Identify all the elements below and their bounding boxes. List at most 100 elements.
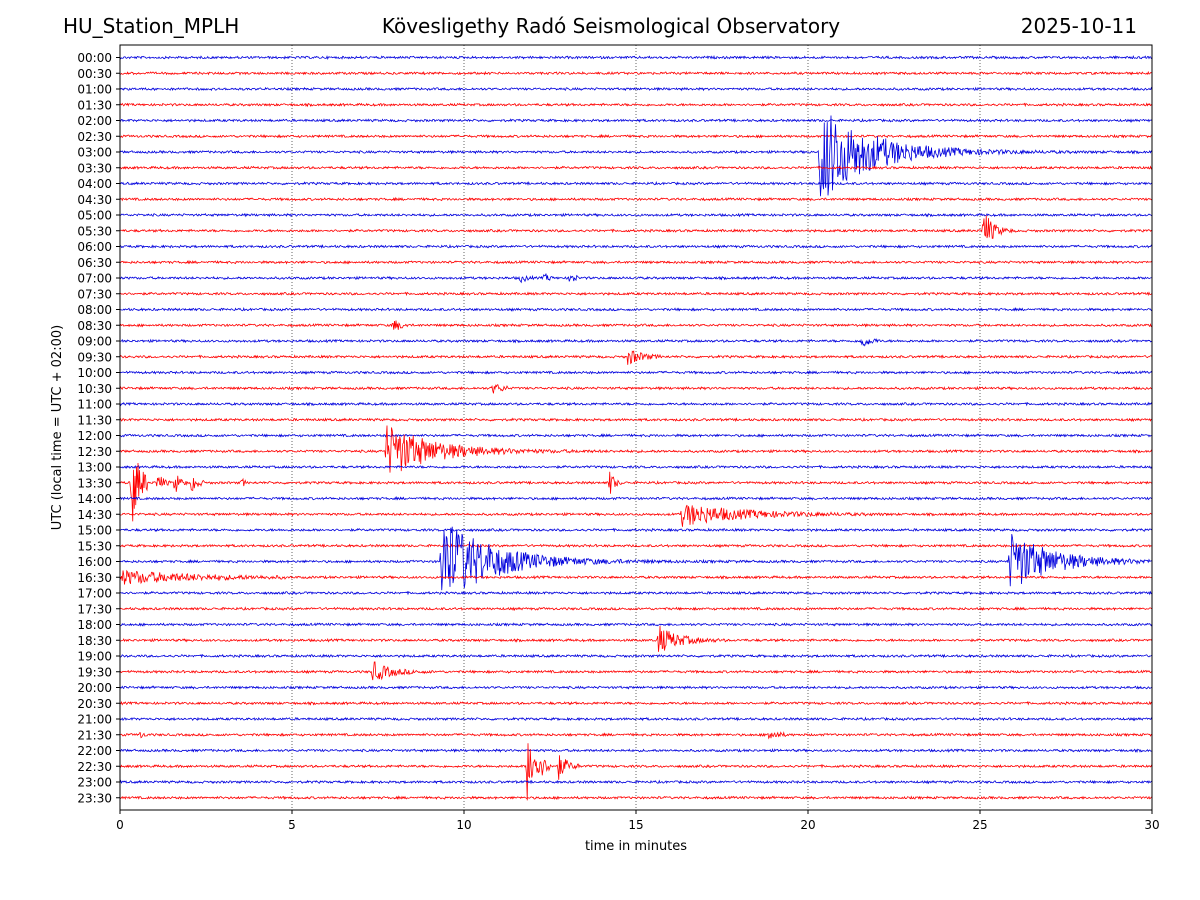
trace-2030 xyxy=(119,700,1153,706)
row-label: 19:30 xyxy=(77,665,112,679)
trace-1530 xyxy=(119,543,1153,549)
row-label: 02:00 xyxy=(77,114,112,128)
trace-0630 xyxy=(119,259,1153,265)
row-label: 05:30 xyxy=(77,224,112,238)
trace-2330 xyxy=(119,795,1153,801)
trace-1230 xyxy=(119,425,1153,473)
trace-0900 xyxy=(119,338,1153,347)
trace-2000 xyxy=(119,685,1153,690)
trace-0600 xyxy=(119,243,1153,249)
row-label: 12:00 xyxy=(77,429,112,443)
row-label: 11:30 xyxy=(77,413,112,427)
trace-0830 xyxy=(119,320,1153,330)
trace-1300 xyxy=(119,464,1153,470)
x-tick-label: 10 xyxy=(456,818,471,832)
trace-0200 xyxy=(119,117,1153,123)
row-label: 09:30 xyxy=(77,350,112,364)
x-axis-label: time in minutes xyxy=(585,839,687,854)
x-axis-ticks: 0 5 10 15 20 25 30 xyxy=(116,810,1160,832)
trace-2200 xyxy=(119,748,1153,753)
row-label: 04:30 xyxy=(77,193,112,207)
trace-1200 xyxy=(119,433,1153,438)
row-label: 18:00 xyxy=(77,618,112,632)
row-label: 07:30 xyxy=(77,287,112,301)
trace-0000 xyxy=(119,55,1153,60)
trace-0300 xyxy=(119,115,1153,197)
trace-1000 xyxy=(119,370,1153,375)
x-tick-label: 15 xyxy=(628,818,643,832)
trace-2300 xyxy=(119,779,1153,785)
trace-0100 xyxy=(119,86,1153,92)
trace-1700 xyxy=(119,590,1153,596)
row-label: 01:00 xyxy=(77,83,112,97)
trace-0230 xyxy=(119,133,1153,139)
trace-0930 xyxy=(119,350,1153,365)
row-label: 10:00 xyxy=(77,366,112,380)
trace-2130 xyxy=(119,731,1153,740)
row-label: 07:00 xyxy=(77,272,112,286)
row-label: 11:00 xyxy=(77,398,112,412)
y-axis-label: UTC (local time = UTC + 02:00) xyxy=(50,325,65,530)
row-label: 21:30 xyxy=(77,728,112,742)
row-label: 06:00 xyxy=(77,240,112,254)
row-label: 08:00 xyxy=(77,303,112,317)
row-label: 15:30 xyxy=(77,539,112,553)
row-label: 09:00 xyxy=(77,335,112,349)
row-label: 16:00 xyxy=(77,555,112,569)
trace-1600 xyxy=(119,526,1153,591)
station-name: HU_Station_MPLH xyxy=(63,14,240,38)
trace-1830 xyxy=(119,626,1153,652)
trace-1430 xyxy=(119,504,1153,527)
trace-1330 xyxy=(119,462,1153,522)
row-label: 06:30 xyxy=(77,256,112,270)
trace-1400 xyxy=(119,496,1153,501)
row-label: 10:30 xyxy=(77,382,112,396)
trace-1500 xyxy=(119,527,1153,533)
trace-0730 xyxy=(119,291,1153,297)
row-label: 12:30 xyxy=(77,445,112,459)
row-label: 00:30 xyxy=(77,67,112,81)
row-label: 18:30 xyxy=(77,634,112,648)
row-label: 22:30 xyxy=(77,760,112,774)
x-tick-label: 0 xyxy=(116,818,124,832)
row-label: 05:00 xyxy=(77,209,112,223)
row-label: 08:30 xyxy=(77,319,112,333)
seismic-traces xyxy=(119,55,1153,801)
trace-1900 xyxy=(119,653,1153,659)
x-tick-label: 30 xyxy=(1144,818,1159,832)
trace-0030 xyxy=(119,70,1153,76)
trace-0800 xyxy=(119,306,1153,312)
trace-0400 xyxy=(119,180,1153,186)
row-label: 15:00 xyxy=(77,524,112,538)
row-label: 13:30 xyxy=(77,476,112,490)
trace-1130 xyxy=(119,417,1153,423)
row-label: 23:00 xyxy=(77,776,112,790)
row-label: 19:00 xyxy=(77,650,112,664)
row-label: 14:30 xyxy=(77,508,112,522)
row-label: 22:00 xyxy=(77,744,112,758)
x-tick-label: 5 xyxy=(288,818,296,832)
row-label: 00:00 xyxy=(77,51,112,65)
trace-1930 xyxy=(119,661,1153,681)
row-label: 23:30 xyxy=(77,791,112,805)
chart-date: 2025-10-11 xyxy=(1020,14,1137,38)
trace-2230 xyxy=(119,743,1153,801)
plot-frame xyxy=(119,44,1153,811)
row-label: 03:00 xyxy=(77,146,112,160)
trace-1800 xyxy=(119,622,1153,627)
x-tick-label: 25 xyxy=(972,818,987,832)
row-label: 16:30 xyxy=(77,571,112,585)
row-label: 13:00 xyxy=(77,461,112,475)
x-tick-label: 20 xyxy=(800,818,815,832)
row-label: 01:30 xyxy=(77,98,112,112)
row-label: 14:00 xyxy=(77,492,112,506)
trace-0700 xyxy=(119,273,1153,284)
row-label: 20:30 xyxy=(77,697,112,711)
trace-1730 xyxy=(119,606,1153,612)
trace-1030 xyxy=(119,384,1153,394)
trace-0500 xyxy=(119,212,1153,218)
row-label: 21:00 xyxy=(77,713,112,727)
row-label: 03:30 xyxy=(77,161,112,175)
